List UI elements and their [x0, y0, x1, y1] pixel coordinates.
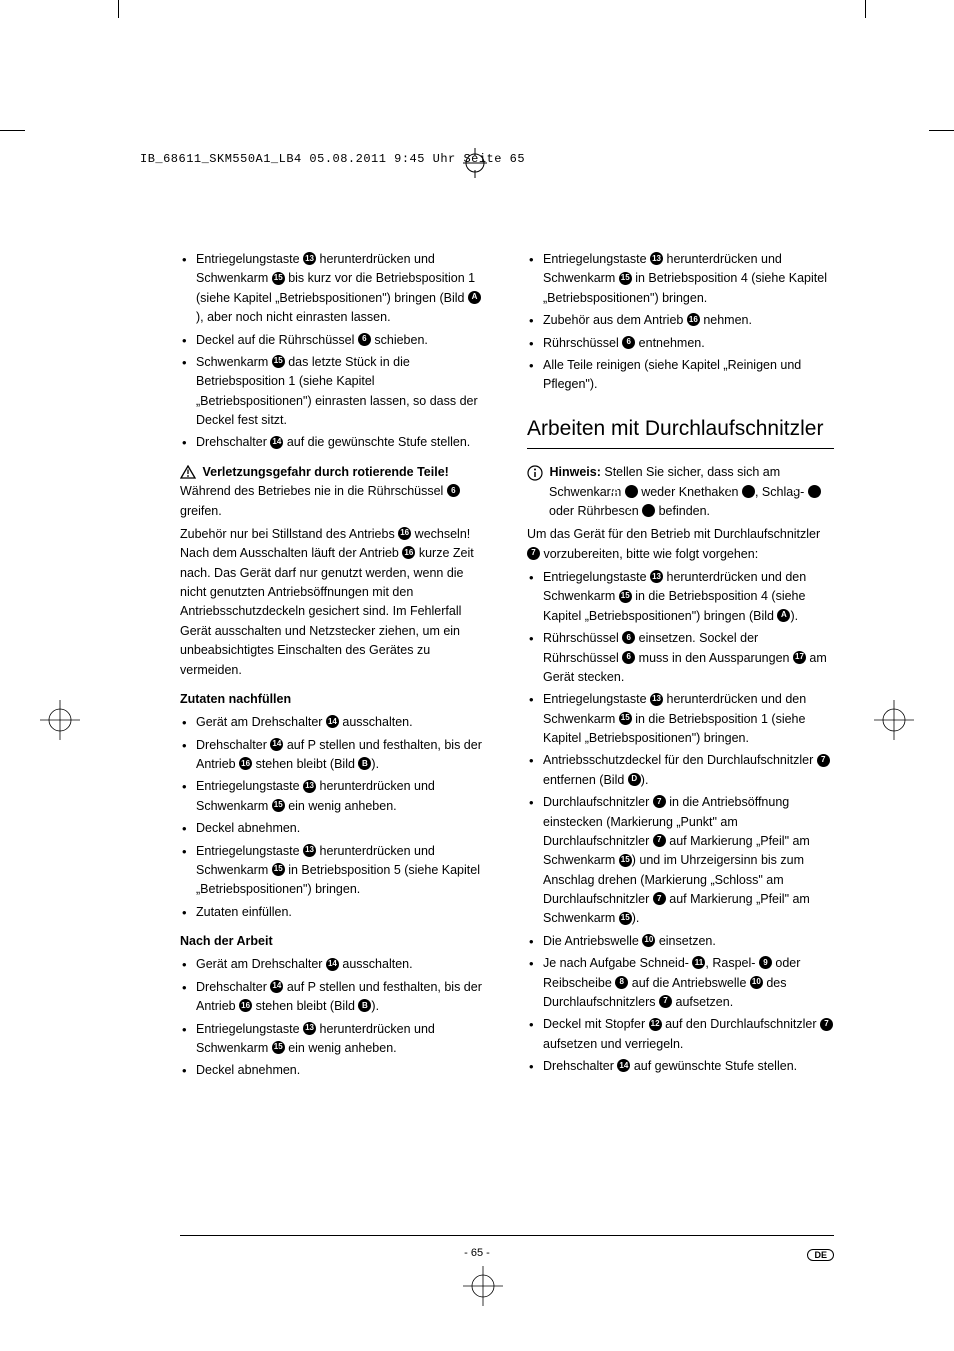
registration-mark-icon: [463, 1266, 503, 1306]
list-item: Zubehör aus dem Antrieb 16 nehmen.: [527, 311, 834, 330]
list-item: Durchlaufschnitzler 7 in die Antriebsöff…: [527, 793, 834, 929]
right-column: Entriegelungstaste 13 herunterdrücken un…: [527, 250, 834, 1231]
note-label: Hinweis:: [549, 465, 600, 479]
warning-text: Während des Betriebes nie in die Rührsch…: [180, 484, 460, 517]
warning-heading: Verletzungsgefahr durch rotierende Teile…: [199, 465, 449, 479]
list-item: Gerät am Drehschalter 14 ausschalten.: [180, 713, 487, 732]
page: IB_68611_SKM550A1_LB4 05.08.2011 9:45 Uh…: [0, 0, 954, 1351]
registration-mark-icon: [40, 700, 80, 740]
list-item: Deckel abnehmen.: [180, 1061, 487, 1080]
list-item: Deckel abnehmen.: [180, 819, 487, 838]
list-item: Rührschüssel 6 einsetzen. Sockel der Rüh…: [527, 629, 834, 687]
list-item: Drehschalter 14 auf P stellen und festha…: [180, 978, 487, 1017]
instruction-list: Gerät am Drehschalter 14 ausschalten. Dr…: [180, 713, 487, 922]
section-heading: Arbeiten mit Durchlaufschnitzler: [527, 413, 834, 450]
list-item: Je nach Aufgabe Schneid- 11, Raspel- 9 o…: [527, 954, 834, 1012]
body-paragraph: Zubehör nur bei Stillstand des Antriebs …: [180, 525, 487, 680]
list-item: Drehschalter 14 auf die gewünschte Stufe…: [180, 433, 487, 452]
instruction-list: Entriegelungstaste 13 herunterdrücken un…: [180, 250, 487, 453]
list-item: Zutaten einfüllen.: [180, 903, 487, 922]
list-item: Antriebsschutzdeckel für den Durchlaufsc…: [527, 751, 834, 790]
content-area: Entriegelungstaste 13 herunterdrücken un…: [180, 250, 834, 1231]
list-item: Deckel auf die Rührschüssel 6 schieben.: [180, 331, 487, 350]
list-item: Drehschalter 14 auf P stellen und festha…: [180, 736, 487, 775]
instruction-list: Entriegelungstaste 13 herunterdrücken un…: [527, 250, 834, 395]
body-paragraph: Um das Gerät für den Betrieb mit Durchla…: [527, 525, 834, 564]
list-item: Alle Teile reinigen (siehe Kapitel „Rein…: [527, 356, 834, 395]
language-badge: DE: [807, 1249, 834, 1261]
list-item: Entriegelungstaste 13 herunterdrücken un…: [527, 690, 834, 748]
warning-icon: [180, 465, 196, 479]
list-item: Drehschalter 14 auf gewünschte Stufe ste…: [527, 1057, 834, 1076]
sub-heading: Nach der Arbeit: [180, 932, 487, 951]
list-item: Entriegelungstaste 13 herunterdrücken un…: [180, 1020, 487, 1059]
crop-mark: [118, 0, 119, 18]
warning-block: Verletzungsgefahr durch rotierende Teile…: [180, 463, 487, 521]
sub-heading: Zutaten nachfüllen: [180, 690, 487, 709]
list-item: Schwenkarm 15 das letzte Stück in die Be…: [180, 353, 487, 431]
list-item: Entriegelungstaste 13 herunterdrücken un…: [180, 250, 487, 328]
crop-mark: [929, 130, 954, 131]
left-column: Entriegelungstaste 13 herunterdrücken un…: [180, 250, 487, 1231]
list-item: Entriegelungstaste 13 herunterdrücken un…: [180, 777, 487, 816]
list-item: Entriegelungstaste 13 herunterdrücken un…: [527, 568, 834, 626]
crop-mark: [0, 130, 25, 131]
list-item: Die Antriebswelle 10 einsetzen.: [527, 932, 834, 951]
instruction-list: Entriegelungstaste 13 herunterdrücken un…: [527, 568, 834, 1076]
instruction-list: Gerät am Drehschalter 14 ausschalten. Dr…: [180, 955, 487, 1080]
note-block: Hinweis: Stellen Sie sicher, dass sich a…: [527, 463, 834, 521]
info-icon: [527, 465, 543, 481]
list-item: Entriegelungstaste 13 herunterdrücken un…: [180, 842, 487, 900]
list-item: Deckel mit Stopfer 12 auf den Durchlaufs…: [527, 1015, 834, 1054]
footer-divider: [180, 1235, 834, 1236]
registration-mark-icon: [455, 148, 495, 178]
list-item: Rührschüssel 6 entnehmen.: [527, 334, 834, 353]
crop-mark: [865, 0, 866, 18]
list-item: Entriegelungstaste 13 herunterdrücken un…: [527, 250, 834, 308]
list-item: Gerät am Drehschalter 14 ausschalten.: [180, 955, 487, 974]
registration-mark-icon: [874, 700, 914, 740]
